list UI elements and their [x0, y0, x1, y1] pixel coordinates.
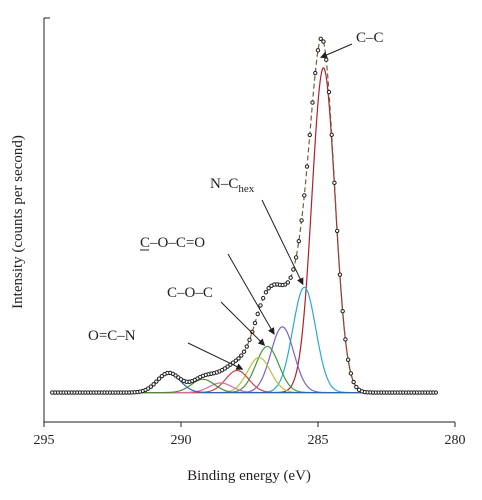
data-point: [302, 193, 307, 198]
data-point: [151, 382, 156, 387]
data-point: [269, 283, 274, 288]
data-point: [337, 272, 343, 277]
data-point: [255, 311, 260, 317]
data-point: [304, 164, 310, 169]
component-peak-5: [52, 369, 436, 394]
data-points: [50, 36, 439, 395]
data-point: [356, 387, 362, 393]
x-tick-group: 295 290 285 280: [34, 422, 466, 448]
data-point: [307, 132, 312, 138]
data-point: [176, 375, 181, 380]
data-point: [299, 218, 304, 223]
data-point: [321, 39, 326, 44]
x-tick-label: 290: [171, 433, 192, 448]
data-point: [354, 384, 359, 390]
x-axis-label: Binding energy (eV): [187, 468, 311, 484]
data-point: [334, 228, 340, 234]
data-point: [318, 36, 323, 41]
data-point: [162, 371, 167, 377]
data-point: [291, 267, 296, 272]
data-point: [159, 373, 165, 379]
annotation-label-2: C–O–C=O: [140, 235, 205, 251]
data-point: [351, 379, 356, 385]
data-point: [345, 357, 351, 363]
annotation-label-0: C–C: [356, 30, 384, 46]
data-point: [233, 358, 239, 363]
peak-annotations: C–C N–Chex C–O–C=O C–O–C O=C–N: [88, 30, 384, 370]
data-point: [313, 70, 318, 76]
data-point: [258, 303, 263, 308]
annotation-arrow-4: [187, 342, 244, 370]
x-tick-label: 285: [308, 433, 329, 448]
annotation-arrow-1: [261, 199, 304, 286]
data-point: [266, 286, 271, 291]
data-point: [343, 337, 348, 342]
data-point: [326, 89, 332, 95]
y-axis-label: Intensity (counts per second): [10, 135, 26, 309]
annotation-arrow-0: [320, 43, 353, 59]
data-point: [236, 356, 241, 361]
data-point: [241, 349, 247, 354]
data-point: [332, 180, 337, 186]
data-point: [288, 275, 293, 280]
data-point: [156, 376, 162, 381]
data-point: [315, 48, 321, 53]
data-point: [340, 309, 345, 314]
data-point: [239, 353, 244, 358]
data-point: [348, 371, 354, 376]
annotation-arrow-2: [227, 253, 275, 335]
data-point: [263, 290, 269, 295]
annotation-label-1: N–Chex: [210, 176, 255, 195]
annotation-label-4: O=C–N: [88, 328, 136, 344]
annotation-label-3: C–O–C: [167, 285, 213, 301]
data-point: [247, 337, 252, 343]
x-tick-label: 280: [445, 433, 466, 448]
data-point: [252, 320, 258, 326]
data-point: [261, 295, 266, 301]
data-point: [296, 238, 302, 244]
data-point: [154, 379, 159, 384]
data-point: [244, 344, 249, 349]
data-point: [324, 57, 329, 62]
data-point: [285, 280, 291, 285]
component-peak-8: [52, 372, 436, 394]
data-point: [50, 390, 55, 395]
data-point: [329, 132, 334, 137]
annotation-arrow-3: [220, 301, 266, 346]
data-point: [310, 100, 315, 105]
data-point: [293, 255, 299, 260]
x-tick-label: 295: [34, 433, 55, 448]
